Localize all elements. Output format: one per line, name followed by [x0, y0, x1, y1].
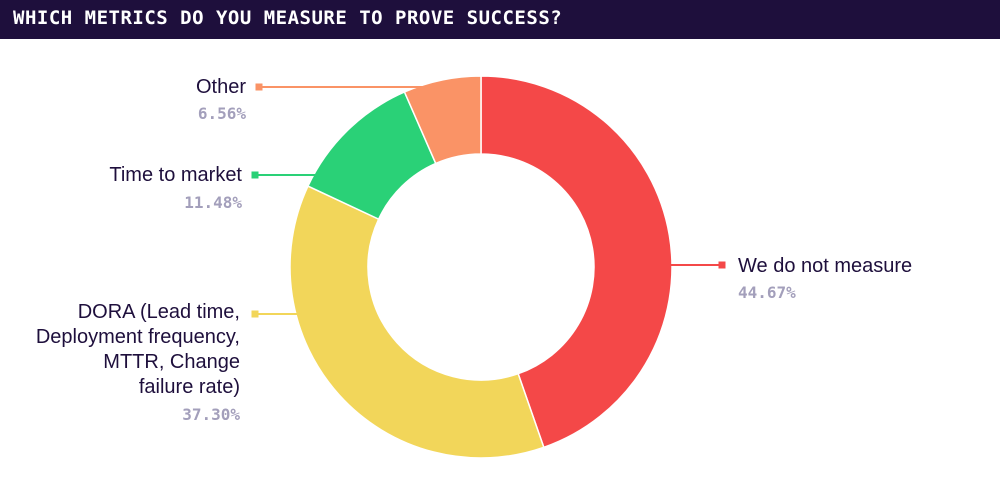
category-label-dora-lead-time: DORA (Lead time, Deployment frequency, MTT… [36, 301, 240, 398]
value-label-we-do-not-measure: 44.67% [738, 283, 796, 302]
legend-marker-time-to-market [251, 171, 259, 179]
category-label-we-do-not-measure: We do not measure [738, 255, 912, 277]
category-label-other: Other [196, 76, 246, 98]
legend-marker-we-do-not-measure [718, 261, 726, 269]
slice-dora-lead-time [289, 185, 545, 459]
value-label-time-to-market: 11.48% [184, 193, 242, 212]
title-bar: WHICH METRICS DO YOU MEASURE TO PROVE SU… [0, 0, 1000, 39]
legend-marker-dora-lead-time [251, 310, 259, 318]
slice-we-do-not-measure [480, 75, 673, 449]
category-label-time-to-market: Time to market [109, 164, 242, 186]
chart-title: WHICH METRICS DO YOU MEASURE TO PROVE SU… [13, 7, 563, 29]
slice-other [403, 75, 482, 165]
legend-marker-other [255, 83, 263, 91]
value-label-dora-lead-time: 37.30% [182, 405, 240, 424]
value-label-other: 6.56% [198, 104, 247, 123]
